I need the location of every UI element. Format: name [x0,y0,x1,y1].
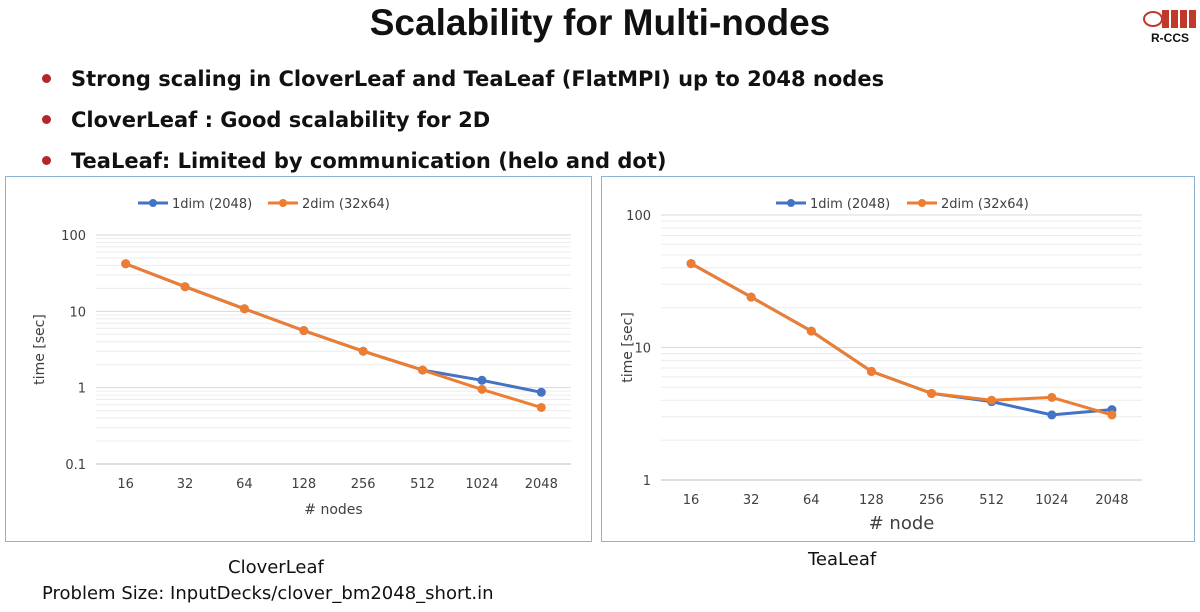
data-point-series-2 [477,384,487,394]
data-point-series-2 [418,365,428,375]
bullet-item: TeaLeaf: Limited by communication (helo … [42,140,884,181]
tealeaf-chart: 1 10 100 16 32 64 128 256 512 1024 2048 # node time … [620,197,1142,534]
x-tick-label: 16 [117,477,134,492]
data-point-series-2 [987,395,997,405]
data-point-series-2 [239,304,249,314]
y-tick-label: 1 [643,474,651,489]
x-tick-label: 64 [236,477,253,492]
data-point-series-2 [1107,410,1117,420]
y-axis-label: time [sec] [32,314,48,385]
bullet-dot [42,156,51,165]
bullet-list: Strong scaling in CloverLeaf and TeaLeaf… [42,58,884,181]
tealeaf-chart-panel: 1 10 100 16 32 64 128 256 512 1024 2048 # node time … [601,176,1195,542]
rccs-logo: R-CCS [1143,10,1196,45]
series-line-2 [690,262,1113,417]
x-tick-label: 1024 [1035,493,1068,508]
x-tick-label: 2048 [1095,493,1128,508]
bullet-text: Strong scaling in CloverLeaf and TeaLeaf… [71,66,885,91]
legend-label: 1dim (2048) [172,197,252,212]
legend-swatch-marker [149,199,157,207]
y-tick-label: 10 [634,342,651,357]
data-point-series-2 [1047,392,1057,402]
x-tick-label: 32 [743,493,760,508]
data-point-series-1 [1047,410,1057,420]
data-point-series-1 [477,375,487,385]
tealeaf-caption: TeaLeaf [808,549,877,570]
bullet-item: Strong scaling in CloverLeaf and TeaLeaf… [42,58,884,99]
y-tick-label: 1 [78,382,86,397]
y-tick-label: 10 [69,305,86,320]
legend-swatch-marker [279,199,287,207]
x-tick-label: 256 [351,477,376,492]
data-point-series-2 [686,259,696,269]
legend-label: 2dim (32x64) [941,197,1029,212]
data-point-series-2 [536,402,546,412]
data-point-series-2 [358,346,368,356]
legend-label: 1dim (2048) [810,197,890,212]
data-point-series-2 [806,326,816,336]
slide-title: Scalability for Multi-nodes [369,2,831,43]
x-tick-label: 16 [683,493,700,508]
bullet-text: TeaLeaf: Limited by communication (helo … [71,148,667,173]
bullet-text: CloverLeaf : Good scalability for 2D [71,107,491,132]
series-line-1 [690,262,1113,417]
x-tick-label: 64 [803,493,820,508]
data-point-series-2 [299,326,309,336]
x-tick-label: 32 [177,477,194,492]
cloverleaf-caption: CloverLeaf [228,557,324,578]
x-tick-label: 1024 [465,477,498,492]
x-tick-label: 256 [919,493,944,508]
legend-label: 2dim (32x64) [302,197,390,212]
cloverleaf-chart: 0.1 1 10 100 16 32 64 128 256 512 1024 2048 # nodes t… [32,197,571,518]
bullet-dot [42,74,51,83]
data-point-series-2 [180,282,190,292]
logo-text: R-CCS [1151,31,1189,45]
y-tick-label: 0.1 [65,458,86,473]
bullet-item: CloverLeaf : Good scalability for 2D [42,99,884,140]
x-tick-label: 512 [410,477,435,492]
y-tick-label: 100 [61,229,86,244]
x-axis-label: # nodes [304,502,362,518]
data-point-series-2 [866,366,876,376]
data-point-series-2 [927,388,937,398]
series-line-2 [125,262,542,409]
y-axis-label: time [sec] [620,312,636,383]
x-tick-label: 128 [859,493,884,508]
legend-swatch-marker [787,199,795,207]
data-point-series-2 [746,292,756,302]
x-tick-label: 2048 [525,477,558,492]
x-axis-label: # node [869,513,935,534]
data-point-series-1 [536,387,546,397]
problem-size-note: Problem Size: InputDecks/clover_bm2048_s… [42,583,494,604]
x-tick-label: 128 [291,477,316,492]
bullet-dot [42,115,51,124]
x-tick-label: 512 [979,493,1004,508]
cloverleaf-chart-panel: 0.1 1 10 100 16 32 64 128 256 512 1024 2048 # nodes t… [5,176,592,542]
data-point-series-2 [121,259,131,269]
legend-swatch-marker [918,199,926,207]
y-tick-label: 100 [626,209,651,224]
